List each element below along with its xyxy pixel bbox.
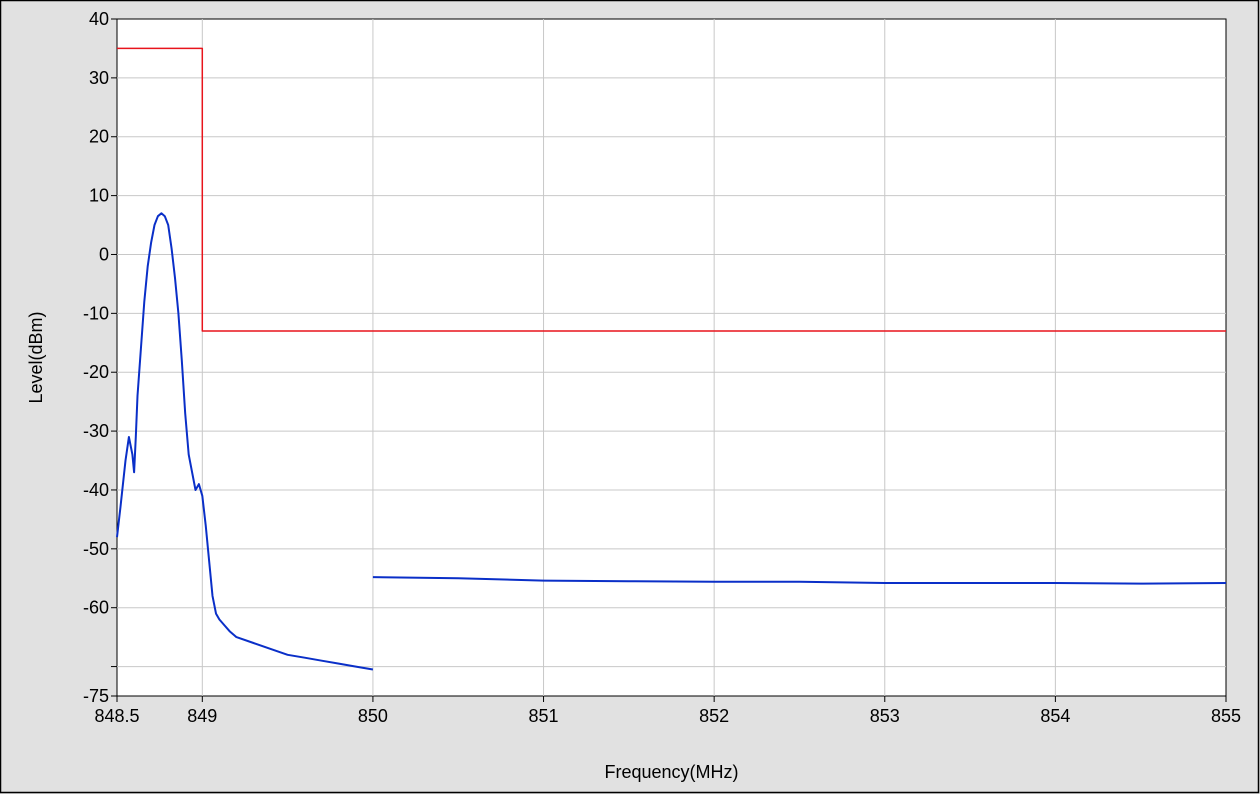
x-tick-label: 851 [529,706,559,726]
y-tick-label: 40 [89,9,109,29]
x-tick-label: 853 [870,706,900,726]
y-axis-title: Level(dBm) [26,311,46,403]
y-tick-label: -50 [83,539,109,559]
x-tick-label: 852 [699,706,729,726]
y-tick-label: -10 [83,303,109,323]
series-group [116,47,1227,671]
y-tick-label: 0 [99,244,109,264]
y-axis: 40 30 20 10 0 -10 -20 -30 -40 -50 -60 -75 [83,9,117,706]
limit-line [117,47,1226,332]
y-tick-label: -20 [83,362,109,382]
spectrum-trace [116,212,374,671]
y-tick-label: 20 [89,127,109,147]
x-axis: 848.5 849 850 851 852 853 854 855 [94,696,1241,726]
spectrum-trace [372,576,1227,585]
y-tick-label: -40 [83,480,109,500]
x-tick-label: 854 [1040,706,1070,726]
y-tick-label: -30 [83,421,109,441]
x-tick-label: 855 [1211,706,1241,726]
x-axis-title: Frequency(MHz) [604,762,738,782]
y-tick-label: -60 [83,598,109,618]
x-tick-label: 848.5 [94,706,139,726]
plot-area [116,18,1227,697]
y-tick-label: -75 [83,686,109,706]
x-tick-label: 849 [187,706,217,726]
y-tick-label: 30 [89,68,109,88]
y-tick-label: 10 [89,186,109,206]
grid-lines [117,19,1226,696]
x-tick-label: 850 [358,706,388,726]
